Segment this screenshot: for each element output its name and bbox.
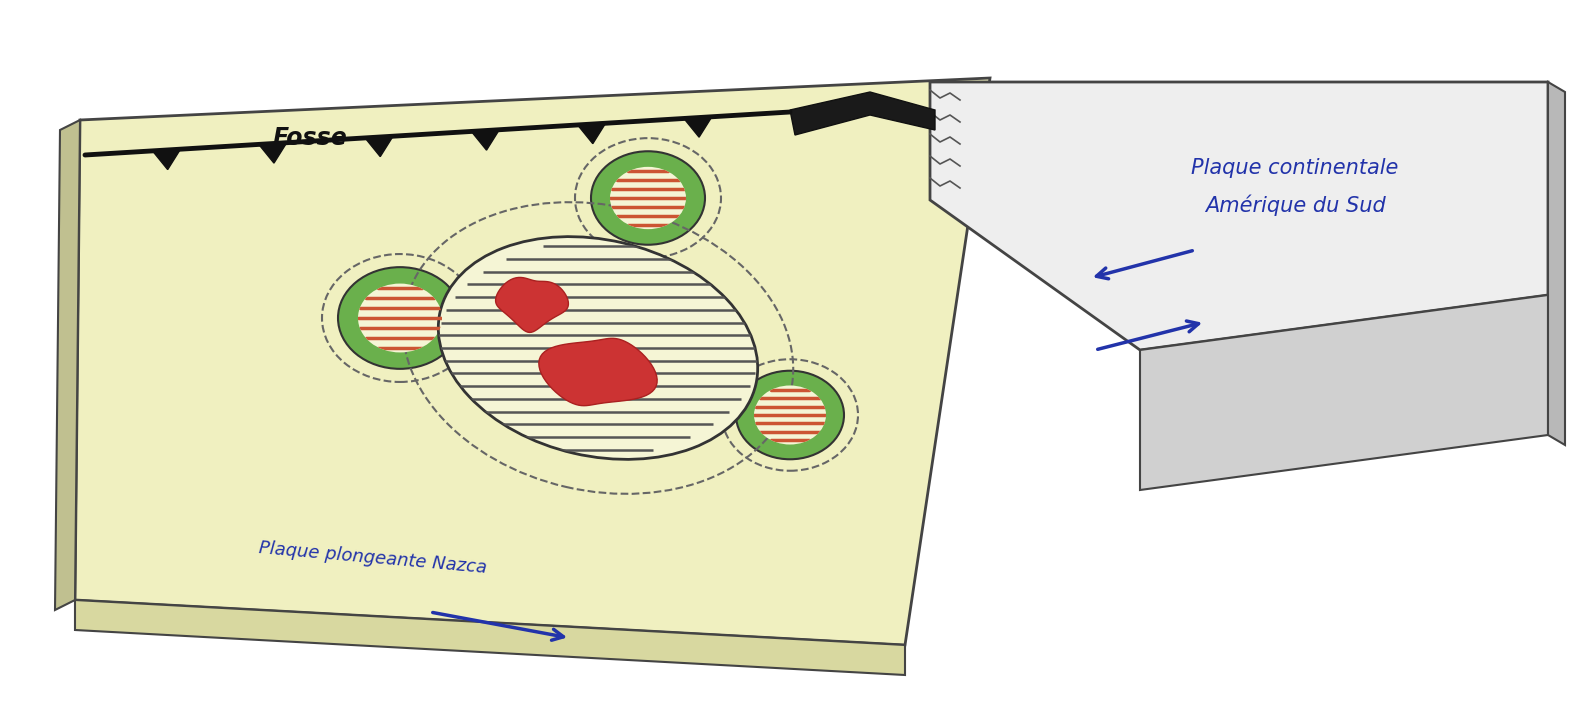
Polygon shape <box>790 92 935 135</box>
Polygon shape <box>364 137 393 156</box>
Polygon shape <box>930 82 1547 350</box>
Ellipse shape <box>610 167 687 229</box>
Text: Plaque plongeante Nazca: Plaque plongeante Nazca <box>258 539 487 577</box>
Text: Fosse: Fosse <box>273 126 347 150</box>
Polygon shape <box>75 600 905 675</box>
Polygon shape <box>495 277 569 333</box>
Ellipse shape <box>438 237 757 459</box>
Polygon shape <box>539 338 657 406</box>
Polygon shape <box>259 143 287 163</box>
Polygon shape <box>1547 82 1565 445</box>
Ellipse shape <box>358 284 441 353</box>
Ellipse shape <box>754 385 826 444</box>
Ellipse shape <box>591 151 705 245</box>
Polygon shape <box>683 117 712 137</box>
Polygon shape <box>75 78 990 645</box>
Polygon shape <box>471 129 500 150</box>
Polygon shape <box>1141 295 1547 490</box>
Text: Amérique du Sud: Amérique du Sud <box>1205 194 1386 215</box>
Polygon shape <box>152 149 181 170</box>
Polygon shape <box>55 120 80 610</box>
Polygon shape <box>578 123 605 144</box>
Ellipse shape <box>735 370 844 459</box>
Text: Plaque continentale: Plaque continentale <box>1191 158 1398 178</box>
Ellipse shape <box>338 267 462 369</box>
